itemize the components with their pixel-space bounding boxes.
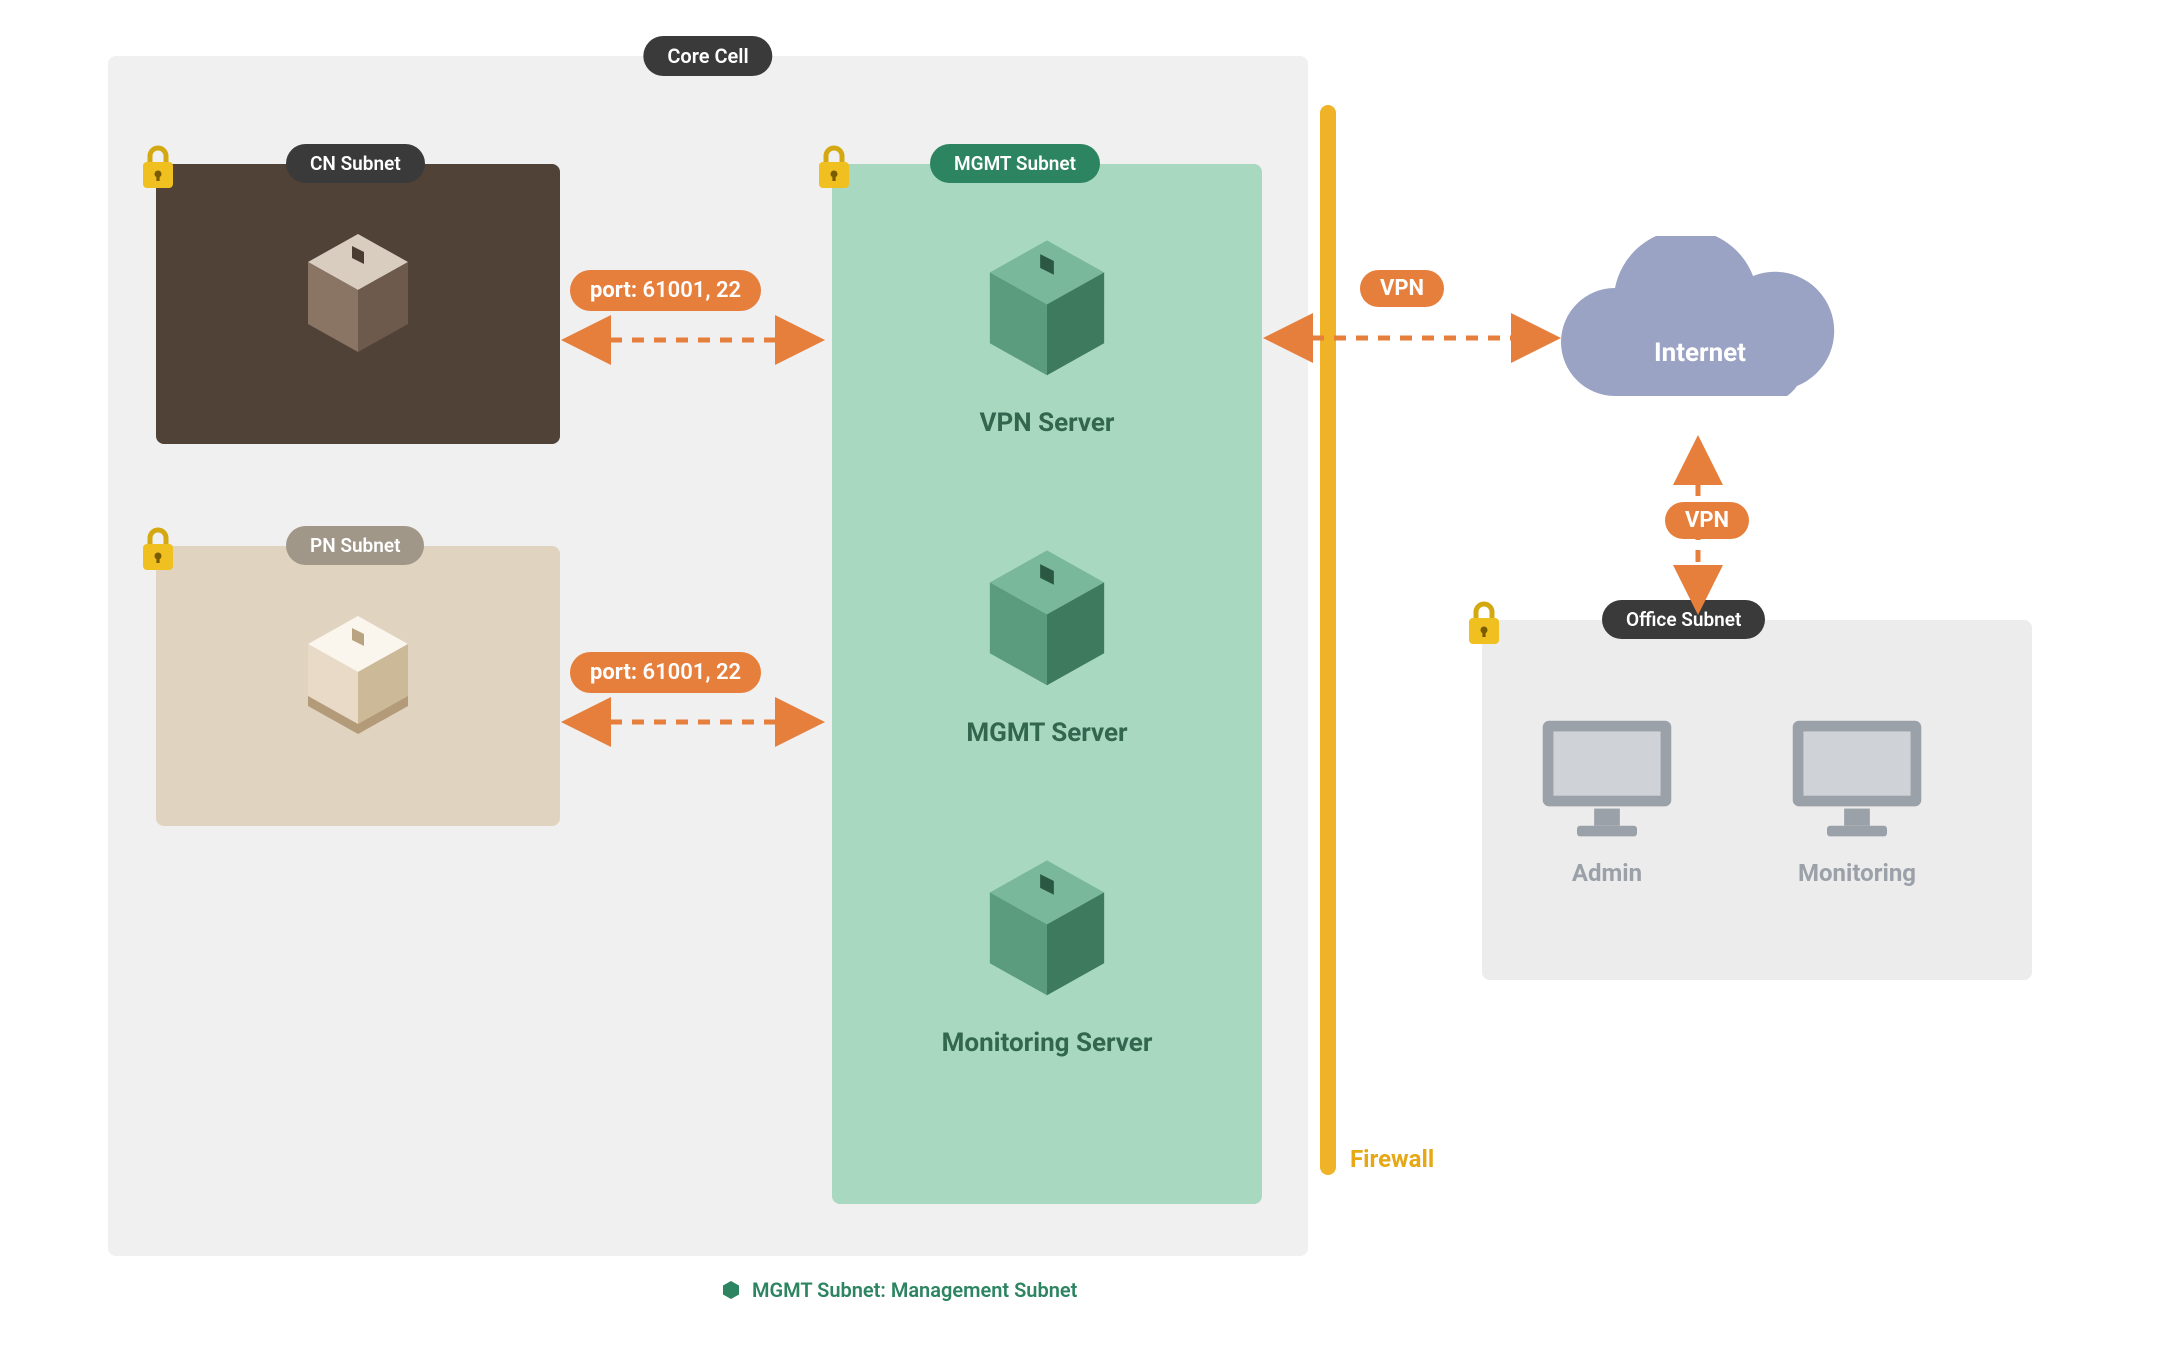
core-cell-title: Core Cell [643,36,772,76]
vpn-badge-top: VPN [1360,270,1444,307]
mgmt-server-item: MGMT Server [832,534,1262,748]
office-subnet: Office Subnet Admin Monitoring [1482,620,2032,980]
firewall-label: Firewall [1350,1145,1434,1173]
legend-text: MGMT Subnet: Management Subnet [752,1278,1077,1302]
server-cube-icon [288,214,428,374]
pn-subnet: PN Subnet [156,546,560,826]
admin-workstation: Admin [1532,710,1682,887]
server-cube-icon [967,534,1127,704]
lock-icon [138,144,178,192]
architecture-diagram: Core Cell CN Subnet [0,0,2160,1362]
workstation-caption: Admin [1532,859,1682,887]
port-badge-cn: port: 61001, 22 [570,270,761,311]
workstation-caption: Monitoring [1782,859,1932,887]
server-caption: VPN Server [832,408,1262,438]
internet-cloud: Internet [1540,236,1860,416]
mgmt-subnet-label: MGMT Subnet [930,144,1100,183]
monitor-icon [1532,710,1682,849]
server-caption: MGMT Server [832,718,1262,748]
pn-subnet-label: PN Subnet [286,526,424,565]
monitor-icon [1782,710,1932,849]
mgmt-subnet: MGMT Subnet VPN Server MGMT Se [832,164,1262,1204]
hexagon-icon [720,1279,742,1301]
lock-icon [1464,600,1504,648]
monitoring-server-item: Monitoring Server [832,844,1262,1058]
legend: MGMT Subnet: Management Subnet [720,1278,1077,1302]
firewall-bar [1320,105,1336,1175]
internet-label: Internet [1654,338,1746,368]
lock-icon [138,526,178,574]
vpn-badge-side: VPN [1665,502,1749,539]
vpn-server-item: VPN Server [832,224,1262,438]
cn-subnet: CN Subnet [156,164,560,444]
port-badge-pn: port: 61001, 22 [570,652,761,693]
cn-subnet-label: CN Subnet [286,144,425,183]
monitoring-workstation: Monitoring [1782,710,1932,887]
office-subnet-label: Office Subnet [1602,600,1765,639]
server-cube-icon [967,844,1127,1014]
server-cube-icon [288,596,428,756]
server-caption: Monitoring Server [832,1028,1262,1058]
cloud-icon [1540,236,1860,436]
lock-icon [814,144,854,192]
server-cube-icon [967,224,1127,394]
